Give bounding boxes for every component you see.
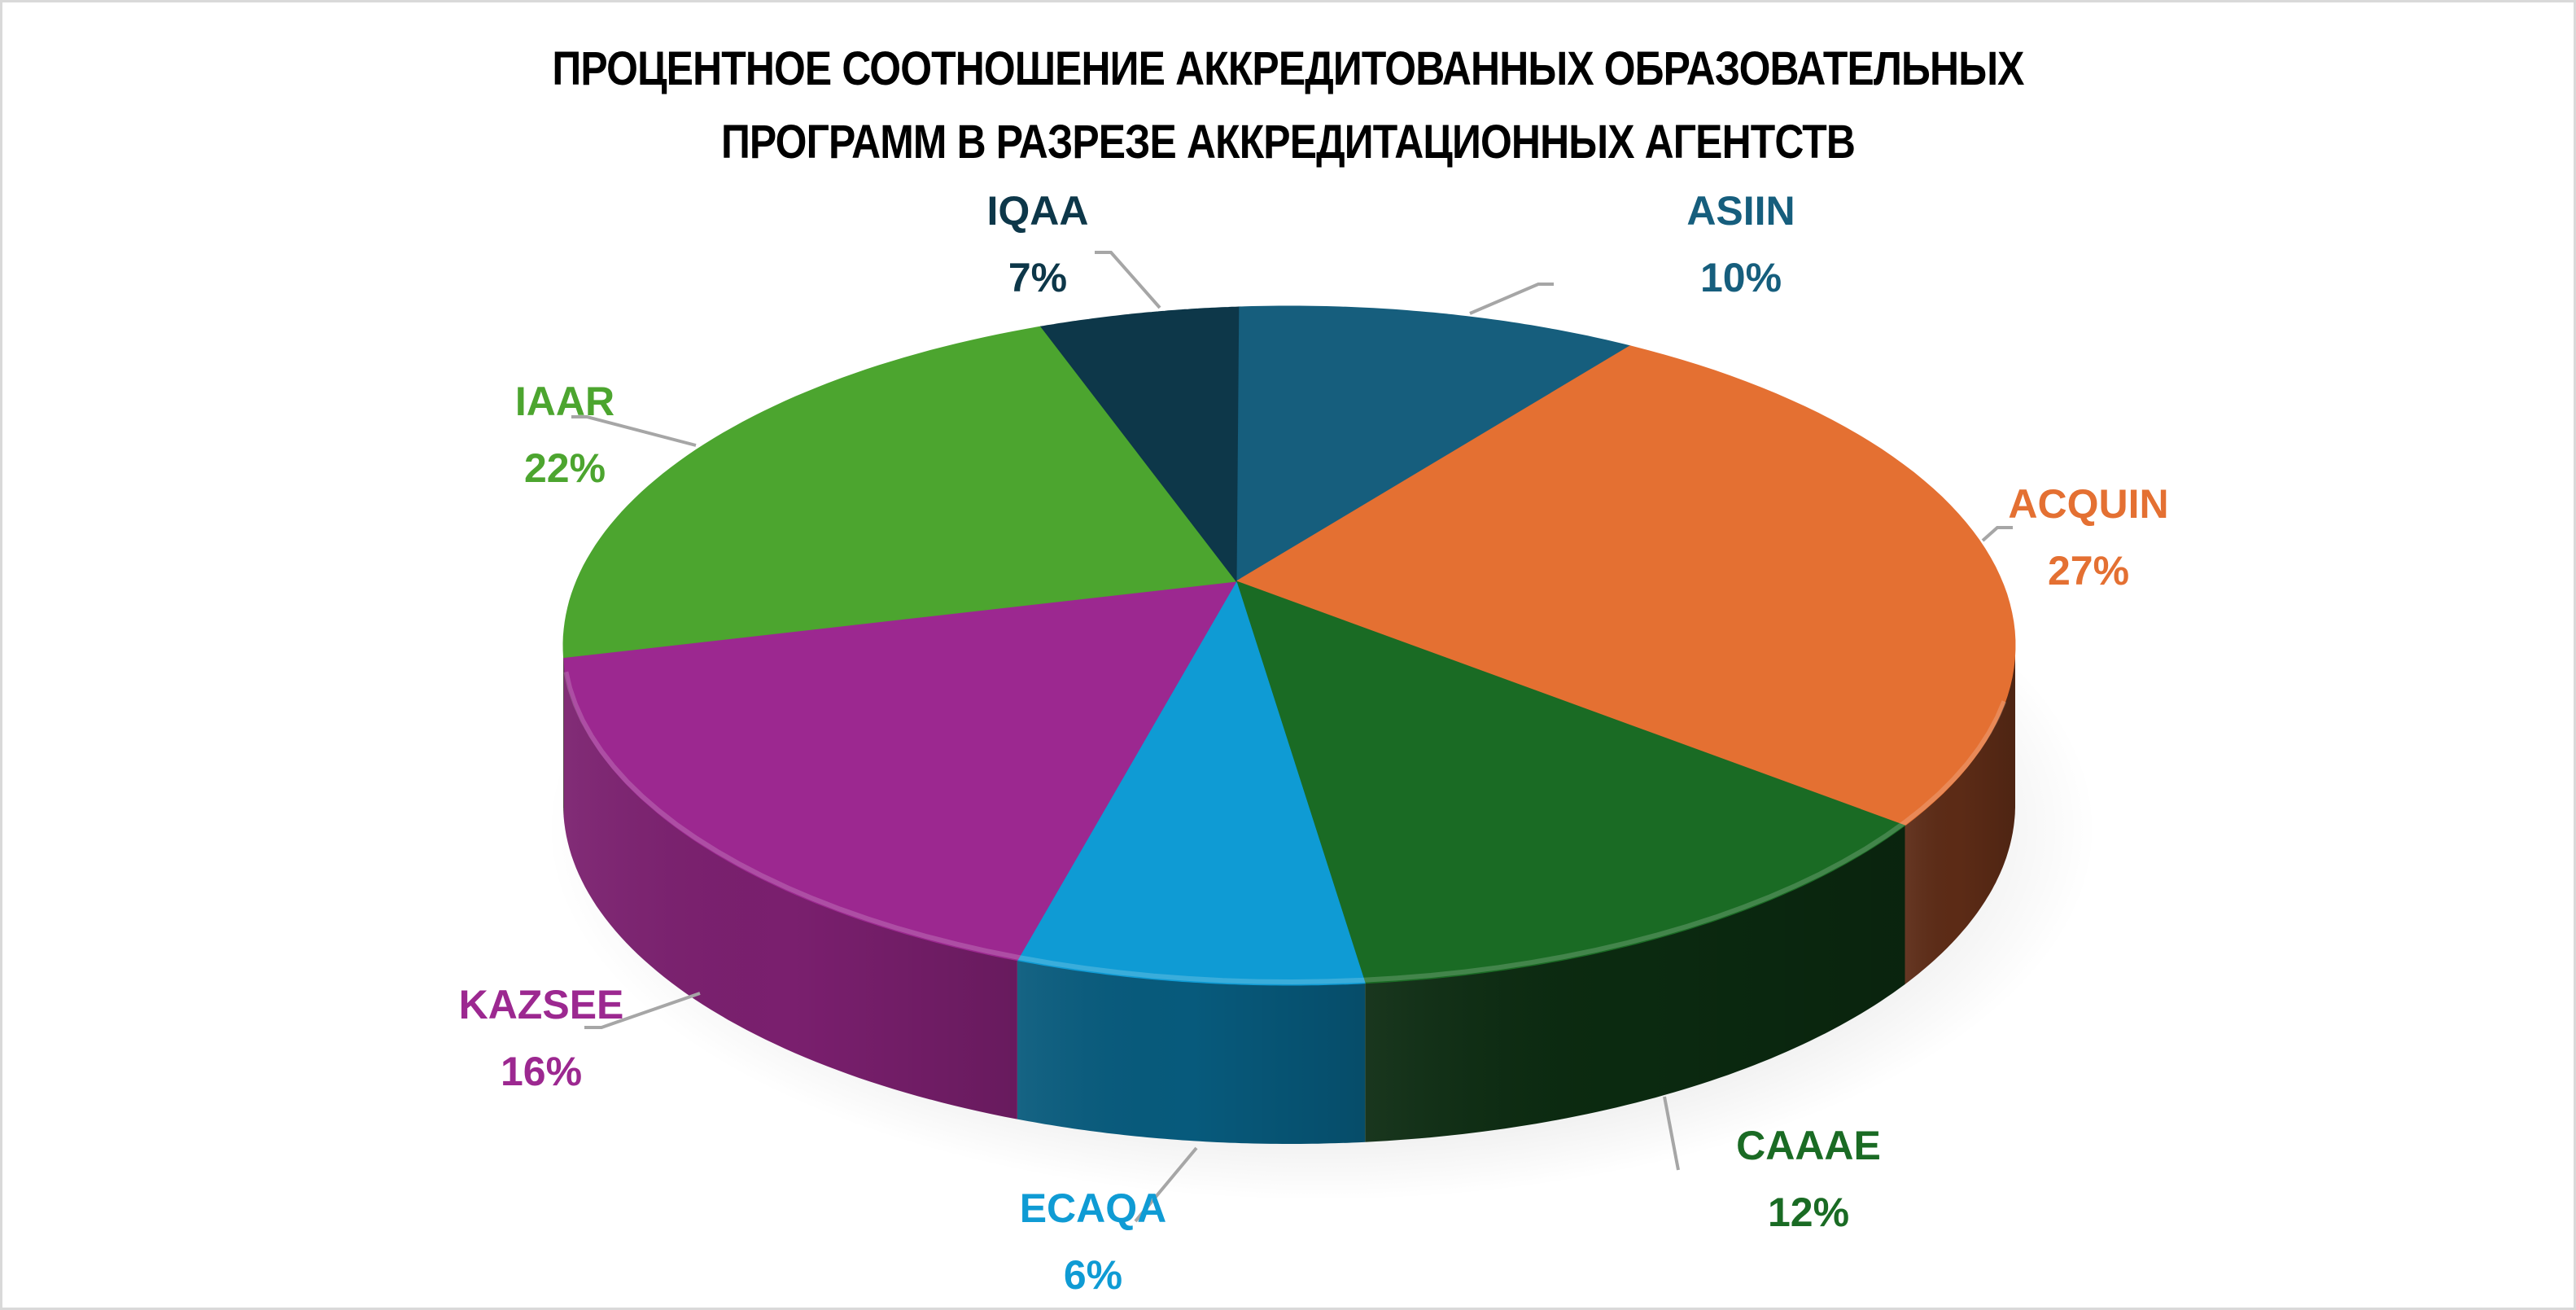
data-label-iaar: IAAR 22% [515, 368, 614, 502]
data-label-value: 10% [1699, 255, 1782, 300]
side-shade [1365, 826, 1905, 1142]
slice-iaar[interactable] [562, 326, 1237, 659]
slice-acquin[interactable] [1235, 345, 2016, 826]
data-label-category: IQAA [986, 188, 1089, 234]
data-label-asiin: ASIIN 10% [1686, 177, 1795, 311]
leader-line-ecaqa [1134, 1146, 1198, 1223]
chart-title: ПРОЦЕНТНОЕ СООТНОШЕНИЕ АККРЕДИТОВАННЫХ О… [181, 33, 2396, 179]
leader-line-kazsee [584, 992, 701, 1029]
rim-highlight [563, 671, 2007, 985]
leader-line-caaae [1663, 1096, 1680, 1171]
slice-iqaa[interactable] [1039, 306, 1240, 583]
pie-top-face [562, 305, 2016, 986]
leader-line-iqaa [1095, 251, 1161, 309]
data-label-value: 27% [2047, 548, 2130, 594]
data-label-category: ACQUIN [2008, 481, 2169, 527]
side-shade [1905, 646, 2015, 984]
data-label-category: ASIIN [1686, 188, 1795, 234]
data-label-value: 22% [523, 445, 606, 491]
data-label-caaae: CAAAE 12% [1736, 1112, 1881, 1246]
data-label-value: 7% [1008, 255, 1068, 300]
leader-line-asiin [1469, 283, 1554, 315]
side-shade [563, 646, 564, 817]
data-label-value: 6% [1063, 1252, 1123, 1298]
pie-sides [563, 646, 2015, 1144]
side-shade [1017, 960, 1366, 1144]
data-label-category: ECAQA [1019, 1185, 1167, 1231]
chart-title-line-1: ПРОЦЕНТНОЕ СООТНОШЕНИЕ АККРЕДИТОВАННЫХ О… [552, 42, 2024, 95]
slice-ecaqa[interactable] [1017, 580, 1366, 986]
data-label-kazsee: KAZSEE 16% [459, 971, 624, 1105]
slice-kazsee[interactable] [562, 581, 1237, 962]
data-label-value: 12% [1767, 1190, 1850, 1235]
chart-title-line-2: ПРОГРАММ В РАЗРЕЗЕ АККРЕДИТАЦИОННЫХ АГЕН… [720, 116, 1856, 169]
leader-lines [571, 251, 2013, 1223]
side-shade [563, 657, 1017, 1119]
data-label-iqaa: IQAA 7% [987, 177, 1089, 311]
data-label-ecaqa: ECAQA 6% [1020, 1175, 1167, 1308]
data-label-category: KAZSEE [458, 982, 624, 1027]
slice-caaae[interactable] [1236, 581, 1906, 984]
leader-line-iaar [571, 415, 697, 447]
leader-line-acquin [1981, 526, 2013, 542]
slice-asiin[interactable] [1236, 305, 1632, 582]
data-label-category: IAAR [514, 379, 615, 424]
data-label-value: 16% [500, 1049, 583, 1094]
data-label-acquin: ACQUIN 27% [2008, 471, 2168, 604]
data-label-category: CAAAE [1736, 1123, 1881, 1168]
